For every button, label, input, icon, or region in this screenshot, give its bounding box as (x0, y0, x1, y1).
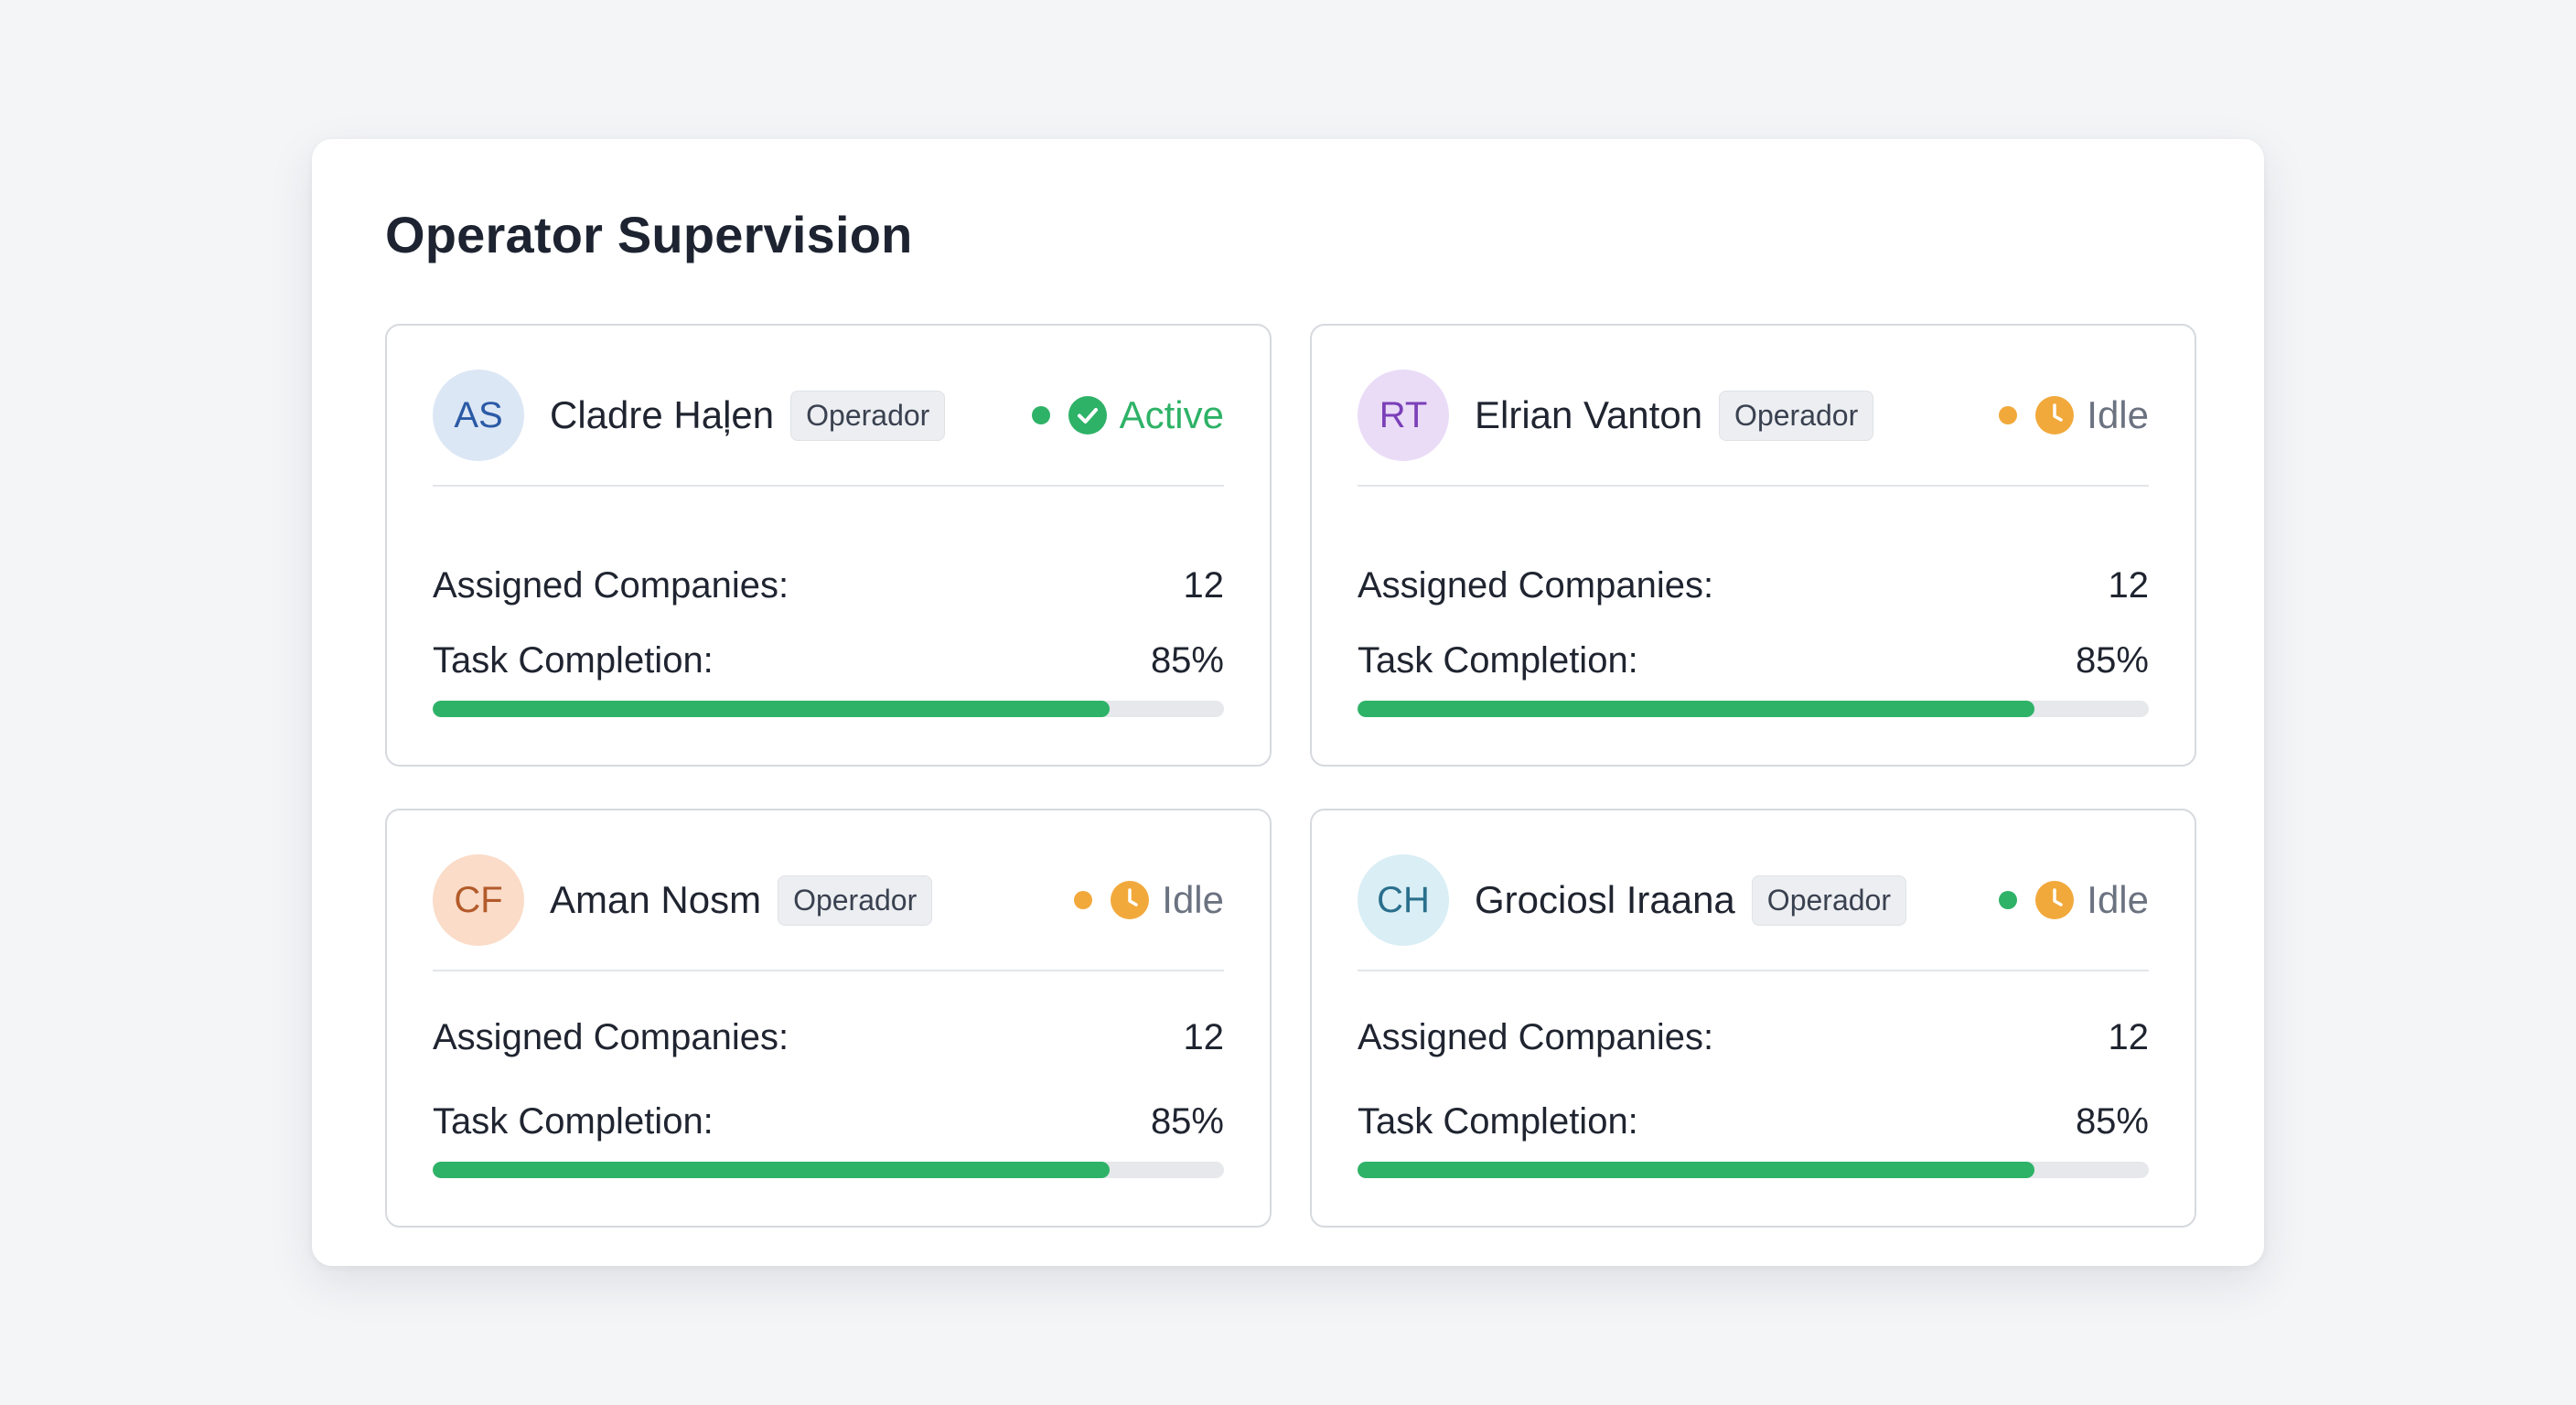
status-dot-icon (1074, 891, 1093, 909)
assigned-companies-row: Assigned Companies: 12 (433, 565, 1224, 606)
task-progress-fill (1358, 701, 2034, 717)
avatar: CF (433, 854, 524, 946)
task-completion-row: Task Completion: 85% (1358, 1101, 2149, 1142)
avatar: CH (1358, 854, 1449, 946)
task-completion-label: Task Completion: (1358, 640, 1638, 681)
role-badge: Operador (1719, 390, 1874, 441)
clock-icon (1111, 881, 1150, 919)
task-progress-bar (433, 1162, 1224, 1178)
assigned-companies-label: Assigned Companies: (433, 565, 789, 606)
clock-icon (2035, 881, 2075, 919)
operator-name: Grociosl Iraana (1475, 878, 1735, 921)
status-indicator: Active (1031, 393, 1224, 437)
operator-name: Aman Nosm (550, 878, 762, 921)
task-progress-fill (1358, 1162, 2034, 1178)
operator-card-header: CF Aman Nosm Operador Idle (433, 854, 1224, 946)
task-completion-value: 85% (2075, 1101, 2149, 1142)
status-dot-icon (1999, 891, 2018, 909)
status-dot-icon (1031, 406, 1050, 424)
avatar: AS (433, 370, 524, 461)
task-completion-label: Task Completion: (1358, 1101, 1638, 1142)
status-text: Idle (2087, 393, 2149, 436)
clock-icon (2035, 396, 2075, 434)
assigned-companies-label: Assigned Companies: (1358, 1017, 1714, 1057)
operator-name: Elrian Vanton (1475, 393, 1703, 436)
task-completion-label: Task Completion: (433, 640, 714, 681)
divider (433, 485, 1224, 487)
task-progress-bar (1358, 1162, 2149, 1178)
operator-card[interactable]: RT Elrian Vanton Operador Idle Assigned … (1310, 324, 2196, 767)
assigned-companies-value: 12 (1183, 565, 1225, 606)
operator-card[interactable]: CF Aman Nosm Operador Idle Assigned Comp… (385, 809, 1272, 1228)
status-indicator: Idle (1999, 393, 2149, 437)
assigned-companies-row: Assigned Companies: 12 (1358, 1017, 2149, 1058)
task-completion-row: Task Completion: 85% (433, 640, 1224, 681)
page-title: Operator Supervision (385, 206, 913, 263)
status-text: Active (1119, 393, 1224, 436)
task-progress-bar (1358, 701, 2149, 717)
assigned-companies-value: 12 (2108, 565, 2150, 606)
role-badge: Operador (778, 874, 933, 926)
operator-card[interactable]: CH Grociosl Iraana Operador Idle Assigne… (1310, 809, 2196, 1228)
assigned-companies-row: Assigned Companies: 12 (1358, 565, 2149, 606)
task-completion-value: 85% (1150, 640, 1224, 681)
task-progress-bar (433, 701, 1224, 717)
status-indicator: Idle (1999, 878, 2149, 922)
operator-card-header: CH Grociosl Iraana Operador Idle (1358, 854, 2149, 946)
assigned-companies-label: Assigned Companies: (433, 1017, 789, 1057)
operator-name: Cladre Haļen (550, 393, 775, 436)
divider (433, 970, 1224, 971)
operator-supervision-panel: Operator Supervision AS Cladre Haļen Ope… (312, 139, 2264, 1266)
role-badge: Operador (1751, 874, 1906, 926)
operator-card-header: AS Cladre Haļen Operador Active (433, 370, 1224, 461)
status-indicator: Idle (1074, 878, 1224, 922)
task-completion-row: Task Completion: 85% (1358, 640, 2149, 681)
status-dot-icon (1999, 406, 2018, 424)
assigned-companies-row: Assigned Companies: 12 (433, 1017, 1224, 1058)
task-completion-row: Task Completion: 85% (433, 1101, 1224, 1142)
task-completion-label: Task Completion: (433, 1101, 714, 1142)
assigned-companies-value: 12 (2108, 1017, 2150, 1057)
status-text: Idle (1162, 878, 1224, 921)
divider (1358, 485, 2149, 487)
avatar: RT (1358, 370, 1449, 461)
role-badge: Operador (790, 390, 946, 441)
operator-card-header: RT Elrian Vanton Operador Idle (1358, 370, 2149, 461)
operator-card[interactable]: AS Cladre Haļen Operador Active Assigned… (385, 324, 1272, 767)
assigned-companies-value: 12 (1183, 1017, 1225, 1057)
status-text: Idle (2087, 878, 2149, 921)
task-completion-value: 85% (2075, 640, 2149, 681)
check-circle-icon (1068, 396, 1107, 434)
divider (1358, 970, 2149, 971)
task-progress-fill (433, 1162, 1110, 1178)
task-progress-fill (433, 701, 1110, 717)
task-completion-value: 85% (1150, 1101, 1224, 1142)
assigned-companies-label: Assigned Companies: (1358, 565, 1714, 606)
